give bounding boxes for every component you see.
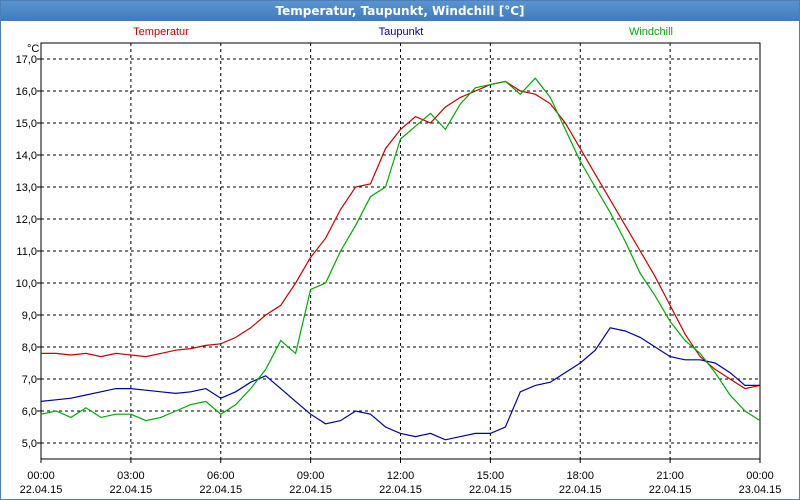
y-tick-label: 7,0 (22, 374, 37, 386)
series-line-windchill (40, 77, 761, 422)
legend-windchill: Windchill (629, 26, 673, 38)
x-tick-date-label: 22.04.15 (649, 484, 692, 496)
window-title: Temperatur, Taupunkt, Windchill [°C] (1, 1, 799, 21)
line-chart: 5,0 6,0 7,0 8,0 9,0 10,0 11,0 12,0 13,0 14,0 15,0 1… (16, 26, 782, 496)
x-tick-time-label: 21:00 (656, 470, 684, 482)
x-tick-time-label: 06:00 (207, 470, 235, 482)
series-line-taupunkt (40, 327, 760, 441)
x-tick-date-label: 22.04.15 (379, 484, 422, 496)
x-tick-time-label: 03:00 (117, 470, 145, 482)
y-tick-label: 12,0 (16, 214, 37, 226)
x-tick-time-label: 18:00 (566, 470, 594, 482)
legend-taupunkt: Taupunkt (379, 26, 424, 38)
y-tick-label: 10,0 (16, 278, 37, 290)
y-tick-label: 14,0 (16, 150, 37, 162)
x-tick-date-label: 22.04.15 (20, 484, 63, 496)
x-tick-date-label: 22.04.15 (469, 484, 512, 496)
x-tick-date-label: 22.04.15 (109, 484, 152, 496)
y-tick-label: 15,0 (16, 118, 37, 130)
y-tick-label: 13,0 (16, 182, 37, 194)
y-axis-label: °C (27, 43, 39, 55)
x-tick-date-label: 23.04.15 (739, 484, 782, 496)
y-tick-label: 6,0 (22, 406, 37, 418)
series-line-temperatur (41, 80, 761, 390)
x-tick-date-label: 22.04.15 (559, 484, 602, 496)
x-tick-time-label: 15:00 (477, 470, 505, 482)
x-tick-time-label: 09:00 (297, 470, 325, 482)
y-tick-label: 16,0 (16, 86, 37, 98)
legend-temperatur: Temperatur (133, 26, 189, 38)
x-tick-date-label: 22.04.15 (199, 484, 242, 496)
y-tick-label: 17,0 (16, 54, 37, 66)
y-tick-label: 11,0 (16, 246, 37, 258)
x-tick-time-label: 00:00 (27, 470, 55, 482)
y-tick-label: 8,0 (22, 342, 37, 354)
x-tick-time-label: 00:00 (746, 470, 774, 482)
y-tick-label: 5,0 (22, 438, 37, 450)
y-tick-label: 9,0 (22, 310, 37, 322)
x-tick-time-label: 12:00 (387, 470, 415, 482)
x-tick-date-label: 22.04.15 (289, 484, 332, 496)
